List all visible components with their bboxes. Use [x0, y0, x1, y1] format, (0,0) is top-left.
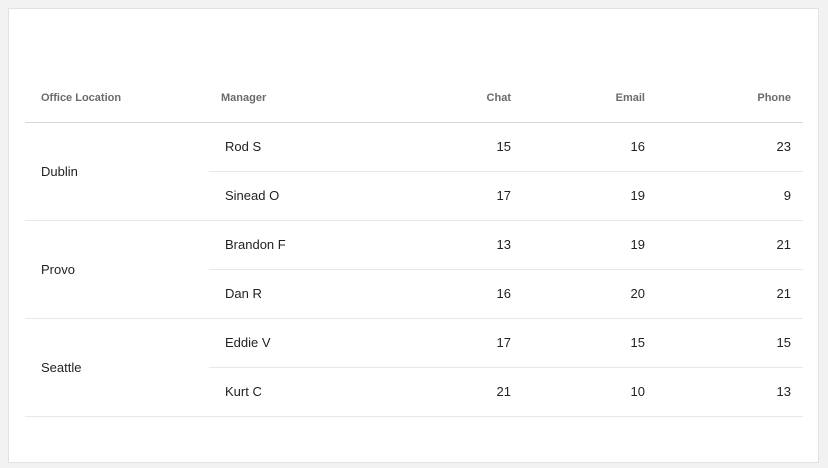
office-location-cell: Seattle — [41, 360, 82, 375]
manager-cell: Sinead O — [225, 188, 280, 203]
phone-cell: 9 — [783, 188, 791, 203]
row-divider — [209, 171, 803, 172]
header-email[interactable]: Email — [615, 92, 645, 104]
header-office-location[interactable]: Office Location — [41, 92, 122, 104]
phone-cell: 23 — [776, 139, 791, 154]
chat-cell: 17 — [496, 188, 511, 203]
phone-cell: 21 — [776, 286, 791, 301]
email-cell: 10 — [630, 384, 645, 399]
manager-cell: Dan R — [225, 286, 262, 301]
manager-cell: Rod S — [225, 139, 262, 154]
manager-cell: Eddie V — [225, 335, 271, 350]
phone-cell: 21 — [776, 237, 791, 252]
row-divider — [209, 269, 803, 270]
header-manager[interactable]: Manager — [221, 92, 267, 104]
group-divider — [25, 220, 803, 221]
chat-cell: 17 — [496, 335, 511, 350]
header-divider — [25, 122, 803, 123]
group-divider — [25, 318, 803, 319]
header-phone[interactable]: Phone — [757, 92, 791, 104]
table-card — [8, 8, 819, 463]
email-cell: 20 — [630, 286, 645, 301]
phone-cell: 15 — [776, 335, 791, 350]
chat-cell: 16 — [496, 286, 511, 301]
email-cell: 19 — [630, 237, 645, 252]
row-divider — [209, 367, 803, 368]
email-cell: 16 — [630, 139, 645, 154]
phone-cell: 13 — [776, 384, 791, 399]
chat-cell: 21 — [496, 384, 511, 399]
office-location-cell: Provo — [41, 262, 75, 277]
email-cell: 19 — [630, 188, 645, 203]
manager-cell: Brandon F — [225, 237, 286, 252]
group-divider — [25, 416, 803, 417]
chat-cell: 15 — [496, 139, 511, 154]
office-location-cell: Dublin — [41, 164, 78, 179]
header-chat[interactable]: Chat — [486, 92, 511, 104]
manager-cell: Kurt C — [225, 384, 262, 399]
email-cell: 15 — [630, 335, 645, 350]
chat-cell: 13 — [496, 237, 511, 252]
